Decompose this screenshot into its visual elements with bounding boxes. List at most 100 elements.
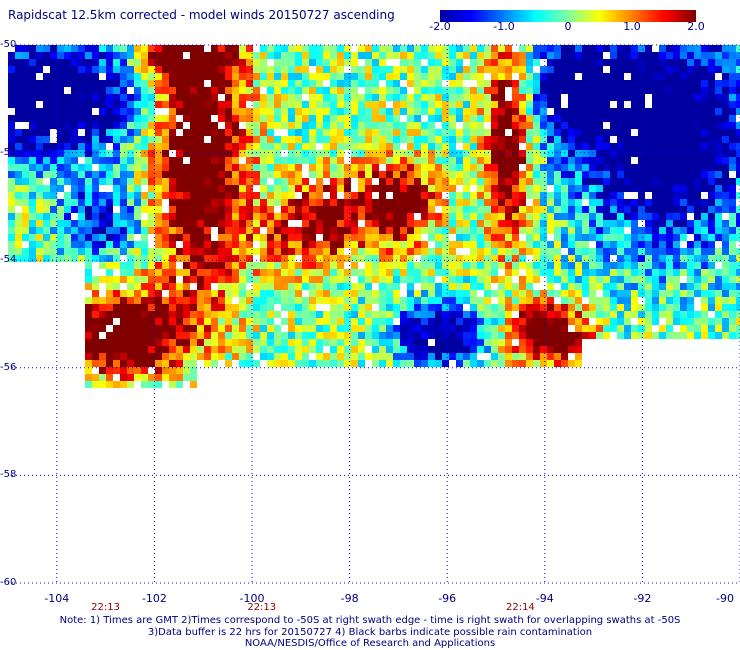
wind-cell — [274, 115, 281, 122]
wind-cell — [204, 339, 211, 346]
wind-cell — [57, 73, 64, 80]
wind-cell — [323, 297, 330, 304]
wind-cell — [29, 115, 36, 122]
wind-cell — [358, 255, 365, 262]
wind-cell — [554, 129, 561, 136]
wind-cell — [547, 241, 554, 248]
wind-cell — [414, 150, 421, 157]
wind-cell — [309, 311, 316, 318]
wind-cell — [582, 227, 589, 234]
wind-cell — [197, 52, 204, 59]
wind-cell — [358, 283, 365, 290]
wind-cell — [50, 227, 57, 234]
wind-cell — [141, 66, 148, 73]
wind-cell — [400, 318, 407, 325]
wind-cell — [736, 262, 740, 269]
wind-cell — [246, 59, 253, 66]
wind-cell — [477, 59, 484, 66]
wind-cell — [379, 192, 386, 199]
wind-cell — [274, 66, 281, 73]
wind-cell — [449, 241, 456, 248]
wind-cell — [288, 311, 295, 318]
wind-cell — [421, 122, 428, 129]
wind-cell — [50, 66, 57, 73]
wind-cell — [449, 101, 456, 108]
wind-cell — [491, 269, 498, 276]
wind-cell — [309, 66, 316, 73]
wind-cell — [22, 185, 29, 192]
wind-cell — [281, 129, 288, 136]
wind-cell — [421, 164, 428, 171]
wind-cell — [36, 45, 43, 52]
wind-cell — [519, 178, 526, 185]
wind-cell — [631, 318, 638, 325]
wind-cell — [218, 199, 225, 206]
wind-cell — [92, 346, 99, 353]
wind-cell — [435, 171, 442, 178]
wind-cell — [106, 171, 113, 178]
wind-cell — [22, 220, 29, 227]
wind-cell — [428, 206, 435, 213]
wind-cell — [169, 192, 176, 199]
wind-cell — [694, 199, 701, 206]
wind-cell — [57, 87, 64, 94]
wind-cell — [442, 73, 449, 80]
wind-cell — [183, 157, 190, 164]
wind-cell — [225, 304, 232, 311]
wind-cell — [29, 94, 36, 101]
wind-cell — [78, 171, 85, 178]
wind-cell — [673, 234, 680, 241]
wind-cell — [50, 192, 57, 199]
wind-cell — [519, 297, 526, 304]
wind-cell — [99, 94, 106, 101]
wind-cell — [729, 80, 736, 87]
wind-cell — [372, 59, 379, 66]
wind-cell — [183, 73, 190, 80]
wind-cell — [526, 129, 533, 136]
wind-cell — [484, 94, 491, 101]
wind-cell — [687, 311, 694, 318]
wind-cell — [141, 136, 148, 143]
wind-cell — [288, 269, 295, 276]
wind-cell — [547, 115, 554, 122]
wind-cell — [449, 80, 456, 87]
wind-cell — [176, 213, 183, 220]
wind-cell — [687, 241, 694, 248]
wind-cell — [575, 115, 582, 122]
wind-cell — [379, 115, 386, 122]
colorbar-tick-label: -1.0 — [493, 20, 515, 33]
wind-cell — [610, 227, 617, 234]
wind-cell — [323, 129, 330, 136]
wind-cell — [617, 234, 624, 241]
wind-cell — [239, 290, 246, 297]
wind-cell — [610, 136, 617, 143]
wind-cell — [43, 143, 50, 150]
wind-cell — [22, 66, 29, 73]
wind-cell — [477, 262, 484, 269]
wind-cell — [680, 241, 687, 248]
wind-cell — [218, 129, 225, 136]
wind-cell — [519, 73, 526, 80]
wind-cell — [43, 248, 50, 255]
wind-cell — [337, 87, 344, 94]
wind-cell — [50, 143, 57, 150]
wind-cell — [575, 290, 582, 297]
wind-cell — [211, 339, 218, 346]
wind-cell — [568, 66, 575, 73]
wind-cell — [582, 87, 589, 94]
wind-cell — [239, 304, 246, 311]
colorbar-tick-label: -2.0 — [429, 20, 451, 33]
wind-cell — [239, 150, 246, 157]
wind-cell — [274, 332, 281, 339]
wind-cell — [463, 206, 470, 213]
wind-cell — [15, 192, 22, 199]
wind-cell — [659, 143, 666, 150]
wind-cell — [372, 45, 379, 52]
wind-cell — [575, 339, 582, 346]
wind-cell — [603, 129, 610, 136]
wind-cell — [435, 325, 442, 332]
wind-cell — [603, 80, 610, 87]
wind-cell — [260, 304, 267, 311]
wind-cell — [610, 178, 617, 185]
wind-cell — [659, 73, 666, 80]
